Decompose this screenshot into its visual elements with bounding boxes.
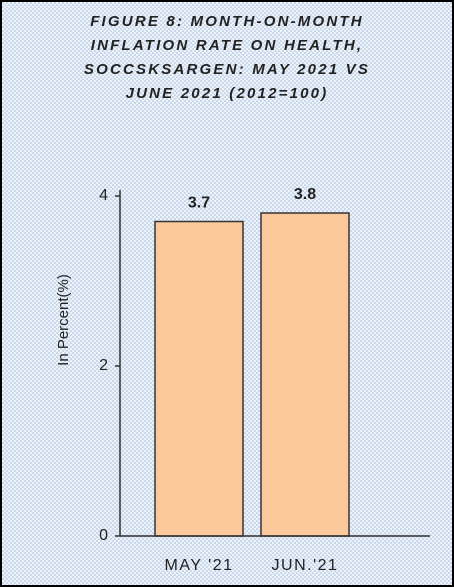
chart-title: FIGURE 8: MONTH-ON-MONTH INFLATION RATE …	[83, 13, 371, 102]
bar	[260, 212, 350, 537]
y-tick-label: 4	[99, 187, 108, 204]
y-tick-label: 0	[99, 527, 108, 544]
y-axis-label: In Percent(%)	[55, 274, 72, 366]
value-label: 3.7	[188, 195, 210, 212]
y-tick-label: 2	[99, 357, 108, 374]
x-tick-label: MAY '21	[165, 557, 234, 574]
value-label: 3.8	[294, 186, 316, 203]
bar	[154, 220, 244, 537]
x-tick-label: JUN.'21	[272, 557, 339, 574]
